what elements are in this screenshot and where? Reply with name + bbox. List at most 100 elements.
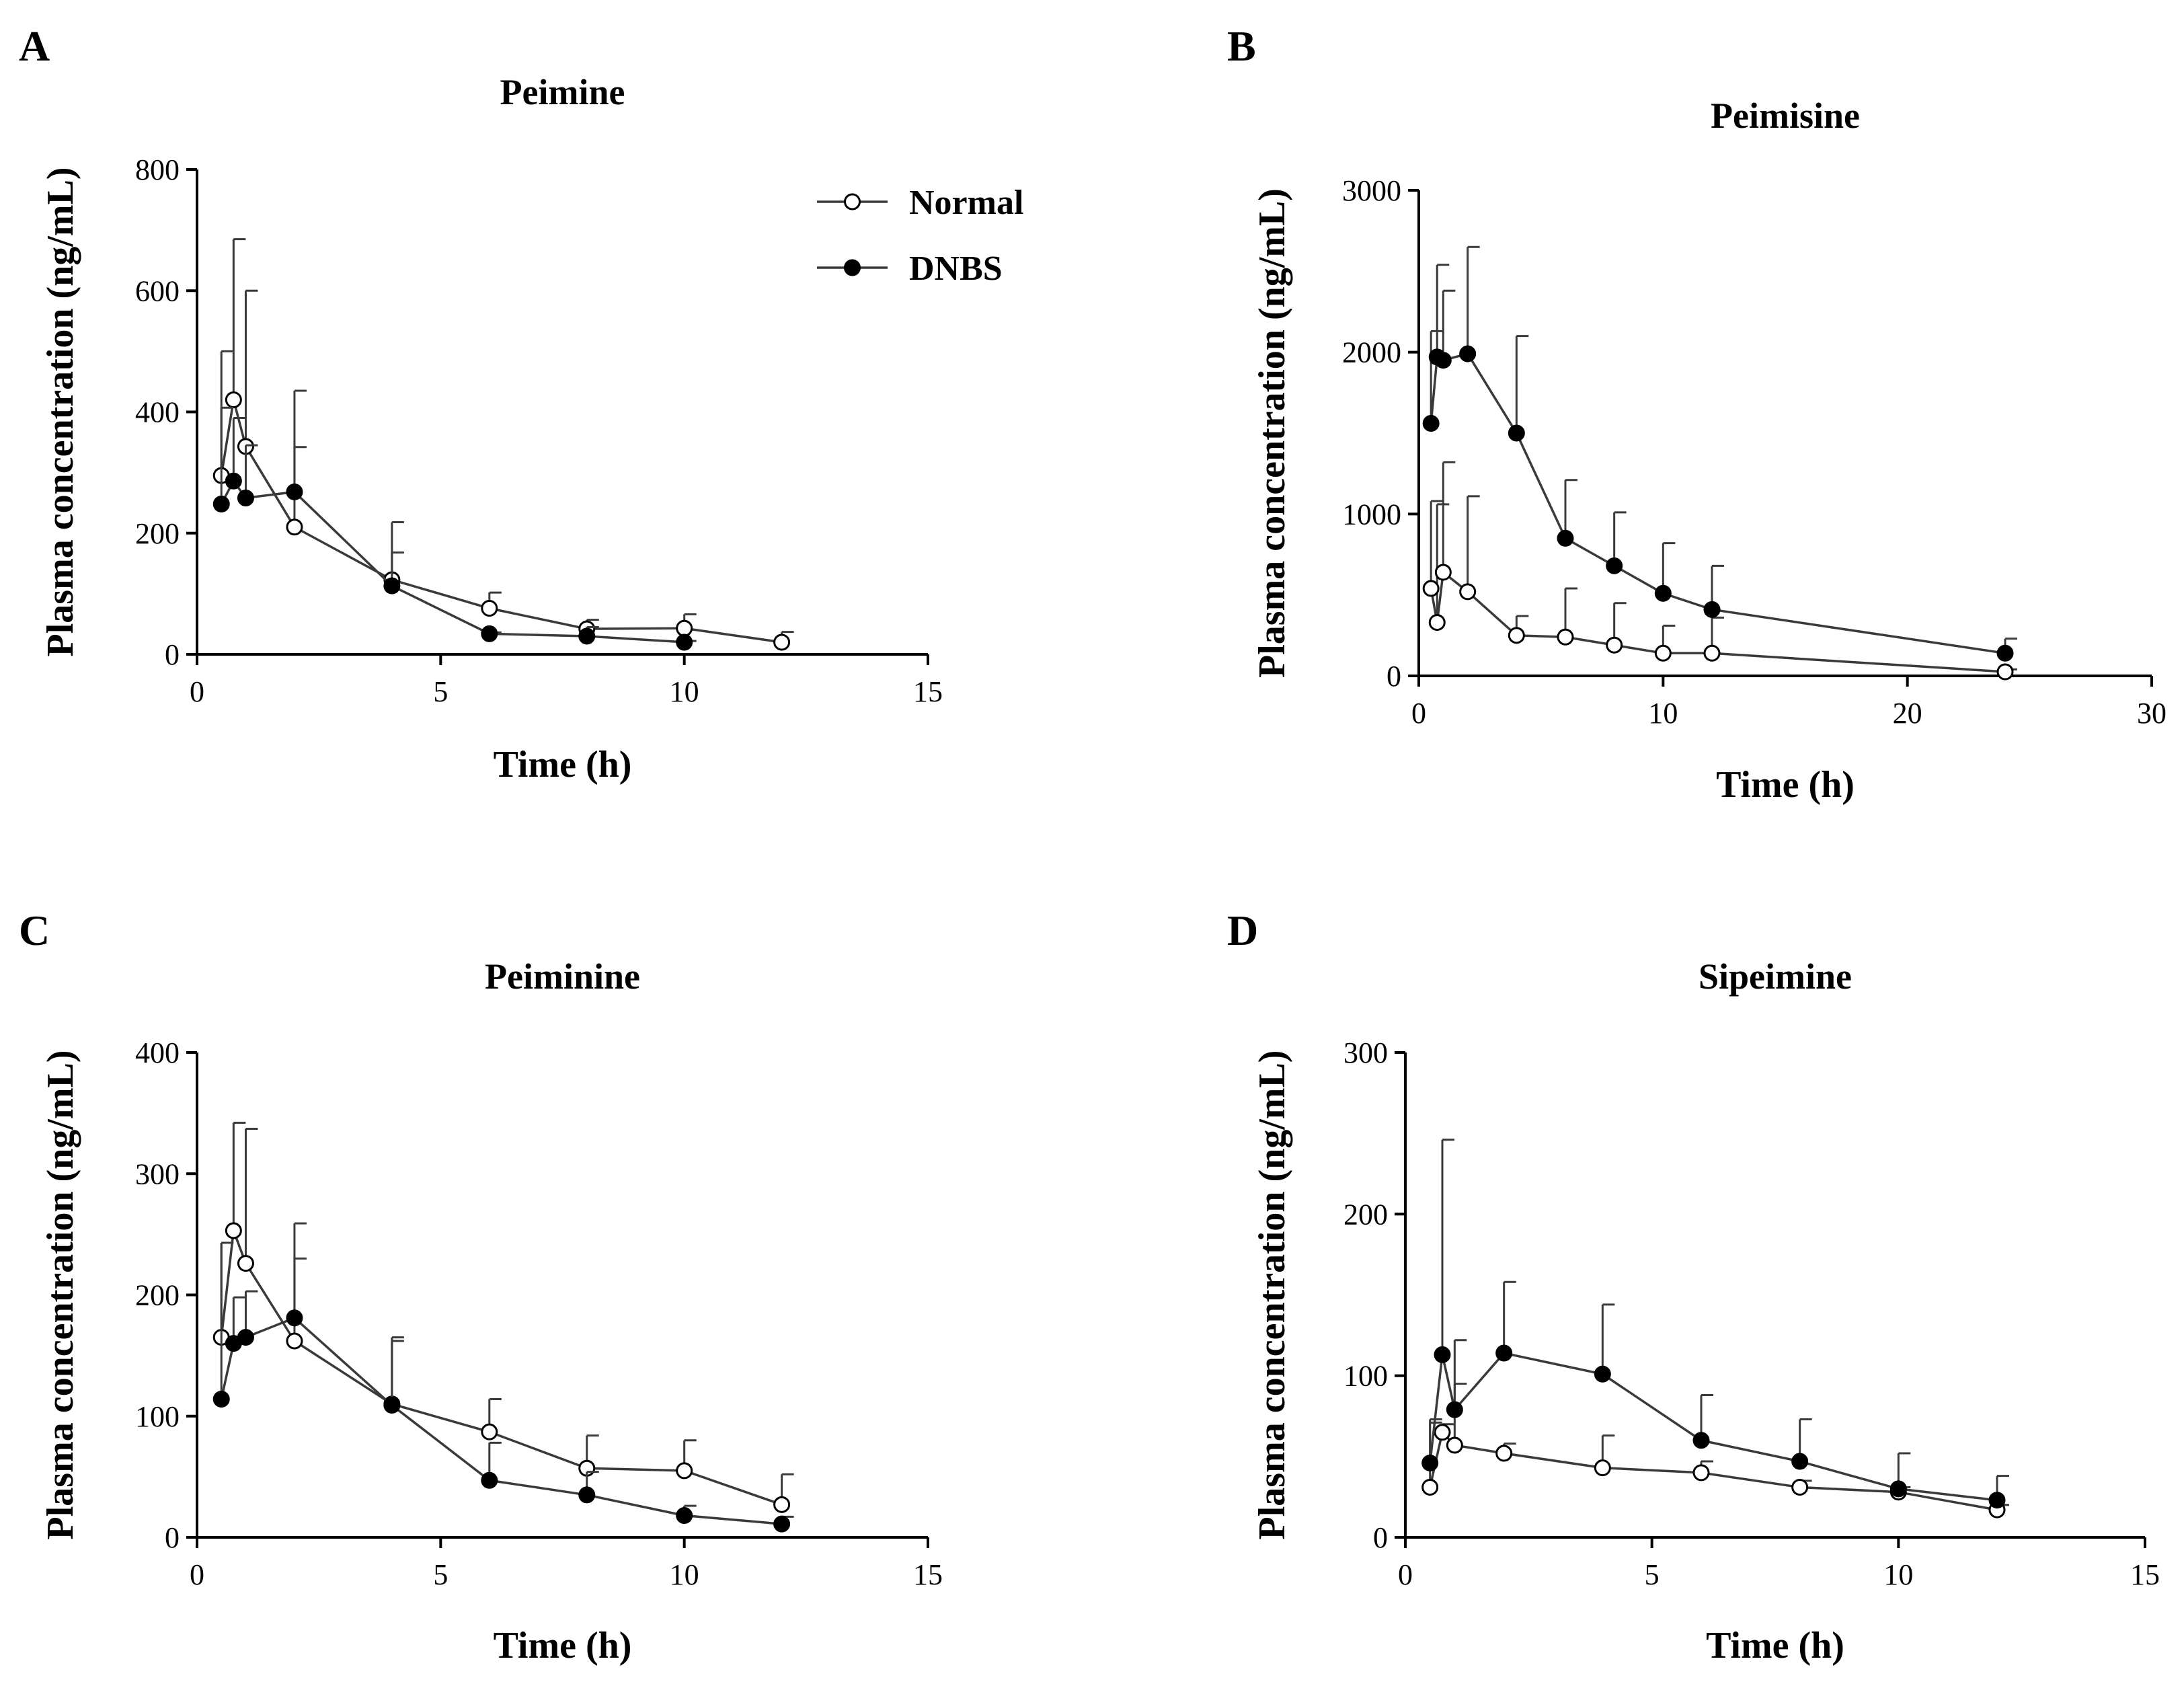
panel-letter: C xyxy=(19,907,50,954)
data-point xyxy=(1434,352,1452,369)
data-point xyxy=(1557,529,1574,547)
data-point xyxy=(1421,1454,1439,1471)
data-point xyxy=(676,619,693,637)
data-point xyxy=(481,1471,498,1489)
chart-title: Peiminine xyxy=(485,956,640,997)
series-dnbs xyxy=(212,389,697,651)
legend-marker xyxy=(844,259,861,276)
legend-marker xyxy=(844,193,861,210)
data-point xyxy=(1422,580,1440,597)
chart-panel-b: B Peimisine 0 1000 2000 3000 0 10 20 30 Time (h) Pl… xyxy=(1227,22,2167,806)
data-point xyxy=(1421,1478,1439,1496)
x-tick-label: 0 xyxy=(190,675,204,708)
y-tick-label: 0 xyxy=(1373,1521,1388,1554)
legend: Normal DNBS xyxy=(817,184,1023,288)
data-point xyxy=(1434,564,1452,581)
y-tick-label: 800 xyxy=(135,153,180,186)
data-point xyxy=(212,495,230,512)
data-point xyxy=(1703,644,1721,662)
x-tick-label: 5 xyxy=(433,1558,448,1591)
y-tick-label: 400 xyxy=(135,1036,180,1069)
data-point xyxy=(676,1507,693,1525)
x-axis-label: Time (h) xyxy=(494,1625,632,1666)
legend-label-dnbs: DNBS xyxy=(909,249,1003,288)
y-axis-label: Plasma concentration (ng/mL) xyxy=(1251,1050,1293,1540)
chart-title: Peimisine xyxy=(1711,95,1860,136)
data-point xyxy=(1422,415,1440,432)
data-point xyxy=(225,391,242,408)
data-point xyxy=(383,577,401,594)
series-normal xyxy=(1421,1383,2009,1519)
data-point xyxy=(1508,627,1525,644)
y-tick-label: 400 xyxy=(135,396,180,429)
series-normal xyxy=(212,238,794,651)
data-point xyxy=(1446,1401,1463,1418)
data-point xyxy=(383,1397,401,1414)
data-point xyxy=(1459,345,1477,362)
series-dnbs xyxy=(1421,1139,2009,1509)
data-point xyxy=(481,600,498,617)
x-tick-label: 20 xyxy=(1893,697,1922,730)
x-axis-label: Time (h) xyxy=(1706,1625,1844,1666)
y-tick-label: 200 xyxy=(135,1279,180,1312)
data-point xyxy=(212,1391,230,1408)
data-point xyxy=(1446,1436,1463,1454)
data-point xyxy=(1495,1445,1513,1462)
x-tick-label: 0 xyxy=(1398,1558,1413,1591)
data-point xyxy=(1434,1424,1451,1441)
data-point xyxy=(225,472,242,490)
data-point xyxy=(1606,636,1623,654)
data-point xyxy=(1703,601,1721,618)
data-point xyxy=(1594,1459,1611,1477)
series-line xyxy=(220,1230,783,1506)
data-point xyxy=(1791,1453,1809,1470)
x-tick-label: 10 xyxy=(1883,1558,1913,1591)
x-tick-label: 15 xyxy=(2130,1558,2160,1591)
y-tick-label: 600 xyxy=(135,274,180,307)
data-point xyxy=(1508,424,1525,442)
data-point xyxy=(773,1496,791,1513)
y-tick-label: 0 xyxy=(1387,660,1401,693)
x-tick-label: 0 xyxy=(190,1558,204,1591)
x-tick-label: 30 xyxy=(2137,697,2167,730)
data-point xyxy=(1996,644,2014,662)
chart-title: Sipeimine xyxy=(1699,956,1852,997)
y-axis-label: Plasma concentration (ng/mL) xyxy=(40,167,81,657)
data-point xyxy=(1428,614,1446,631)
y-tick-label: 200 xyxy=(1343,1198,1388,1231)
data-point xyxy=(1495,1344,1513,1362)
y-tick-label: 300 xyxy=(135,1157,180,1190)
y-tick-label: 1000 xyxy=(1342,498,1401,531)
data-point xyxy=(773,1515,791,1533)
x-tick-label: 15 xyxy=(913,675,943,708)
panel-letter: D xyxy=(1227,907,1258,954)
x-tick-label: 5 xyxy=(433,675,448,708)
x-tick-label: 0 xyxy=(1411,697,1426,730)
data-point xyxy=(286,1309,303,1327)
chart-title: Peimine xyxy=(500,72,625,112)
series-dnbs xyxy=(212,1222,794,1533)
data-point xyxy=(1459,583,1477,601)
data-point xyxy=(1654,584,1672,602)
legend-label-normal: Normal xyxy=(909,184,1023,222)
data-point xyxy=(1889,1480,1907,1498)
data-point xyxy=(237,1329,254,1346)
data-point xyxy=(1434,1346,1451,1363)
y-tick-label: 0 xyxy=(165,638,180,671)
y-tick-label: 200 xyxy=(135,517,180,550)
y-tick-label: 100 xyxy=(135,1400,180,1433)
data-point xyxy=(1557,628,1574,646)
y-axis-label: Plasma concentration (ng/mL) xyxy=(40,1050,81,1540)
data-point xyxy=(225,1222,242,1239)
y-axis-label: Plasma concentration (ng/mL) xyxy=(1251,188,1293,678)
data-point xyxy=(481,1423,498,1441)
y-tick-label: 100 xyxy=(1343,1360,1388,1393)
data-point xyxy=(1654,644,1672,662)
series-line xyxy=(220,399,782,644)
x-tick-label: 10 xyxy=(670,1558,699,1591)
data-point xyxy=(1594,1365,1611,1383)
y-tick-label: 0 xyxy=(165,1521,180,1554)
y-tick-label: 300 xyxy=(1343,1036,1388,1069)
x-axis-label: Time (h) xyxy=(494,744,632,785)
